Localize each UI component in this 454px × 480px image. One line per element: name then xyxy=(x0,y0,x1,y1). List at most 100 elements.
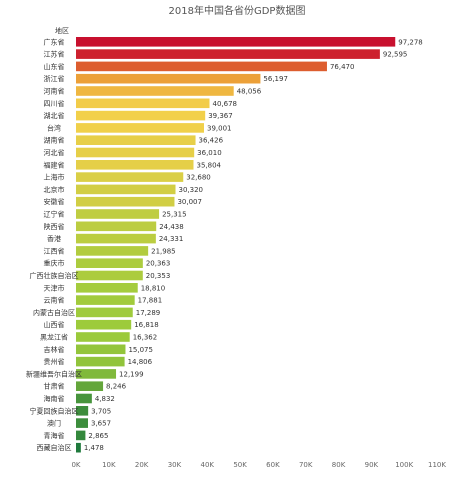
category-label: 河南省 xyxy=(44,87,65,96)
x-tick-label: 80K xyxy=(332,461,346,469)
category-label: 山西省 xyxy=(44,320,65,329)
bar-3 xyxy=(76,73,261,84)
x-tick-label: 100K xyxy=(395,461,413,469)
value-label: 3,705 xyxy=(91,407,111,415)
bar-17 xyxy=(76,246,149,256)
category-label: 陕西省 xyxy=(44,222,65,231)
bar-29 xyxy=(76,393,92,404)
bar-5 xyxy=(76,98,210,109)
category-label: 青海省 xyxy=(44,431,65,440)
category-label: 云南省 xyxy=(44,296,65,305)
value-label: 2,865 xyxy=(88,432,108,440)
x-tick-label: 10K xyxy=(102,461,116,469)
bar-27 xyxy=(76,369,117,379)
value-label: 21,985 xyxy=(151,247,176,255)
value-label: 16,362 xyxy=(133,334,158,342)
category-label: 吉林省 xyxy=(44,345,65,354)
category-label: 重庆市 xyxy=(44,259,65,268)
category-label: 辽宁省 xyxy=(44,210,65,219)
x-axis: 0K 10K 20K 30K 40K 50K 60K 70K 80K 90K 100K 110K xyxy=(71,461,446,469)
value-label: 25,315 xyxy=(162,211,187,219)
category-label: 河北省 xyxy=(44,148,65,157)
category-label: 上海市 xyxy=(44,173,65,182)
bar-0 xyxy=(76,37,396,47)
bar-33 xyxy=(76,442,81,453)
bar-30 xyxy=(76,406,89,416)
value-label: 40,678 xyxy=(212,100,237,108)
bar-20 xyxy=(76,283,138,293)
category-label: 福建省 xyxy=(44,160,65,169)
value-label: 8,246 xyxy=(106,383,127,391)
bar-14 xyxy=(76,209,160,219)
value-label: 4,832 xyxy=(95,395,115,403)
category-label: 甘肃省 xyxy=(44,382,65,391)
value-label: 24,438 xyxy=(159,223,184,231)
value-label: 15,075 xyxy=(128,346,153,354)
value-label: 35,804 xyxy=(197,161,222,169)
category-label: 新疆维吾尔自治区 xyxy=(26,369,82,378)
category-label: 江苏省 xyxy=(44,50,65,59)
value-label: 36,010 xyxy=(197,149,222,157)
value-label: 20,353 xyxy=(146,272,171,280)
category-label: 台湾 xyxy=(47,123,61,132)
category-label: 贵州省 xyxy=(44,357,65,366)
x-tick-label: 0K xyxy=(71,461,80,469)
value-label: 48,056 xyxy=(237,88,262,96)
category-label: 湖北省 xyxy=(44,111,65,120)
bar-1 xyxy=(76,49,380,59)
category-label: 安徽省 xyxy=(44,197,65,206)
bar-16 xyxy=(76,233,156,244)
x-tick-label: 20K xyxy=(135,461,149,469)
value-label: 12,199 xyxy=(119,370,144,378)
category-label: 四川省 xyxy=(44,99,65,108)
value-label: 17,881 xyxy=(138,297,163,305)
value-label: 39,001 xyxy=(207,124,232,132)
category-label: 澳门 xyxy=(47,419,61,428)
category-label: 江西省 xyxy=(44,246,65,255)
bar-32 xyxy=(76,430,86,441)
bar-7 xyxy=(76,123,204,133)
category-label: 山东省 xyxy=(44,62,65,71)
bar-4 xyxy=(76,86,234,96)
category-label: 海南省 xyxy=(44,394,65,403)
x-tick-label: 50K xyxy=(233,461,247,469)
value-label: 30,320 xyxy=(179,186,204,194)
category-label: 湖南省 xyxy=(44,136,65,145)
bar-25 xyxy=(76,344,126,355)
bar-18 xyxy=(76,258,143,268)
bars-group: 广东省 97,278 江苏省 92,595 山东省 76,470 浙江省 56,197 河南省 4… xyxy=(26,37,423,453)
category-label: 宁夏回族自治区 xyxy=(30,406,79,415)
bar-9 xyxy=(76,147,195,158)
value-label: 76,470 xyxy=(330,63,355,71)
category-label: 黑龙江省 xyxy=(40,333,68,342)
bar-23 xyxy=(76,319,132,330)
value-label: 39,367 xyxy=(208,112,233,120)
category-header: 地区 xyxy=(55,26,69,35)
value-label: 18,810 xyxy=(141,284,166,292)
value-label: 56,197 xyxy=(263,75,288,83)
value-label: 17,289 xyxy=(136,309,161,317)
category-label: 广东省 xyxy=(44,37,65,46)
chart-title: 2018年中国各省份GDP数据图 xyxy=(169,4,306,17)
bar-10 xyxy=(76,160,194,170)
category-label: 香港 xyxy=(47,234,61,243)
x-tick-label: 30K xyxy=(168,461,182,469)
category-label: 内蒙古自治区 xyxy=(33,308,75,317)
bar-21 xyxy=(76,295,135,305)
value-label: 16,818 xyxy=(134,321,159,329)
category-label: 广西壮族自治区 xyxy=(30,271,79,280)
value-label: 36,426 xyxy=(199,137,224,145)
bar-28 xyxy=(76,381,104,391)
value-label: 32,680 xyxy=(186,174,211,182)
x-tick-label: 90K xyxy=(365,461,379,469)
bar-11 xyxy=(76,172,184,182)
bar-2 xyxy=(76,61,327,72)
x-tick-label: 70K xyxy=(299,461,313,469)
value-label: 97,278 xyxy=(398,38,423,46)
x-tick-label: 60K xyxy=(266,461,280,469)
bar-22 xyxy=(76,307,133,318)
bar-24 xyxy=(76,332,130,342)
bar-15 xyxy=(76,221,157,232)
bar-26 xyxy=(76,356,125,367)
